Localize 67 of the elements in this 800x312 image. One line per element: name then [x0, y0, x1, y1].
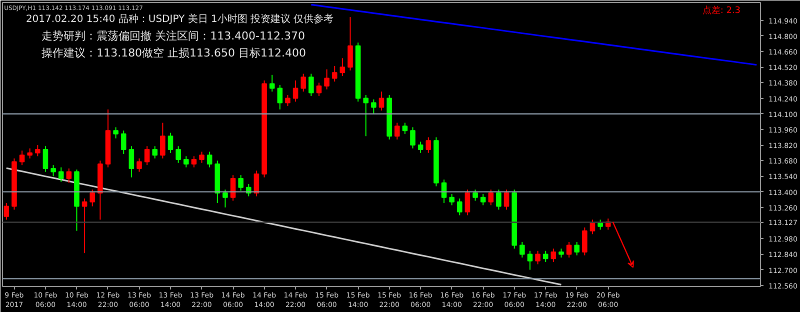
candlestick	[50, 164, 56, 177]
candlestick	[348, 16, 353, 71]
candlestick	[378, 91, 384, 112]
candlestick	[598, 219, 603, 230]
candlestick	[82, 198, 88, 254]
candlestick	[90, 189, 96, 207]
candlestick	[535, 250, 540, 265]
candlestick	[136, 158, 142, 172]
candlestick	[464, 189, 470, 216]
candlestick	[340, 58, 346, 77]
candlestick	[426, 136, 432, 154]
annotation: 2017.02.20 15:40 品种：USDJPY 美日 1小时图 投资建议 仅供参考	[26, 12, 334, 25]
candlestick	[27, 148, 32, 159]
candlestick	[472, 189, 478, 202]
candlestick	[285, 94, 290, 107]
candlestick	[363, 94, 369, 137]
candlestick	[144, 146, 150, 166]
candlestick	[168, 132, 174, 154]
candlestick	[66, 168, 72, 184]
candlestick	[410, 126, 416, 149]
candlestick	[113, 126, 118, 139]
candlestick	[504, 189, 510, 210]
candlestick	[42, 146, 48, 172]
candlestick	[292, 80, 298, 102]
candlestick	[449, 194, 454, 206]
candlestick	[238, 174, 244, 192]
annotation: 操作建议：113.180做空 止损113.650 目标112.400	[42, 46, 306, 60]
candlestick	[176, 146, 181, 164]
candlestick	[488, 189, 494, 206]
candlestick	[574, 241, 580, 256]
candlestick	[480, 194, 486, 206]
candlestick	[183, 156, 189, 168]
candlestick	[35, 144, 40, 157]
candlestick	[222, 189, 228, 208]
candlestick	[4, 202, 10, 220]
candlestick	[191, 156, 197, 168]
candlestick	[308, 73, 314, 97]
candlestick	[550, 248, 556, 262]
candlestick	[120, 130, 126, 154]
annotation: 走势研判：震荡偏回撤 关注区间：113.400-112.370	[42, 29, 306, 42]
candlestick	[496, 189, 502, 210]
candlestick	[160, 122, 166, 159]
line-series	[6, 167, 562, 286]
candlestick	[199, 151, 204, 164]
candlestick	[206, 151, 212, 168]
candlestick	[371, 98, 376, 114]
candlestick	[58, 166, 64, 182]
candlestick	[402, 122, 408, 134]
candlestick	[394, 122, 400, 140]
candlestick	[19, 150, 25, 166]
candlestick	[332, 65, 338, 82]
candlestick	[152, 146, 158, 159]
candlestick	[520, 241, 525, 258]
candlestick	[269, 74, 275, 92]
candlestick	[590, 219, 596, 235]
candlestick	[566, 241, 572, 258]
candlestick	[582, 226, 588, 256]
candlestick	[128, 146, 134, 178]
candlestick	[456, 198, 462, 216]
candlestick	[316, 82, 322, 97]
candlestick	[418, 141, 424, 154]
candlestick	[527, 250, 533, 270]
annotation: 点差: 2.3	[702, 4, 741, 16]
candlestick	[324, 68, 330, 90]
candlestick	[542, 250, 548, 262]
candlestick	[277, 84, 283, 110]
candlestick	[300, 73, 306, 92]
